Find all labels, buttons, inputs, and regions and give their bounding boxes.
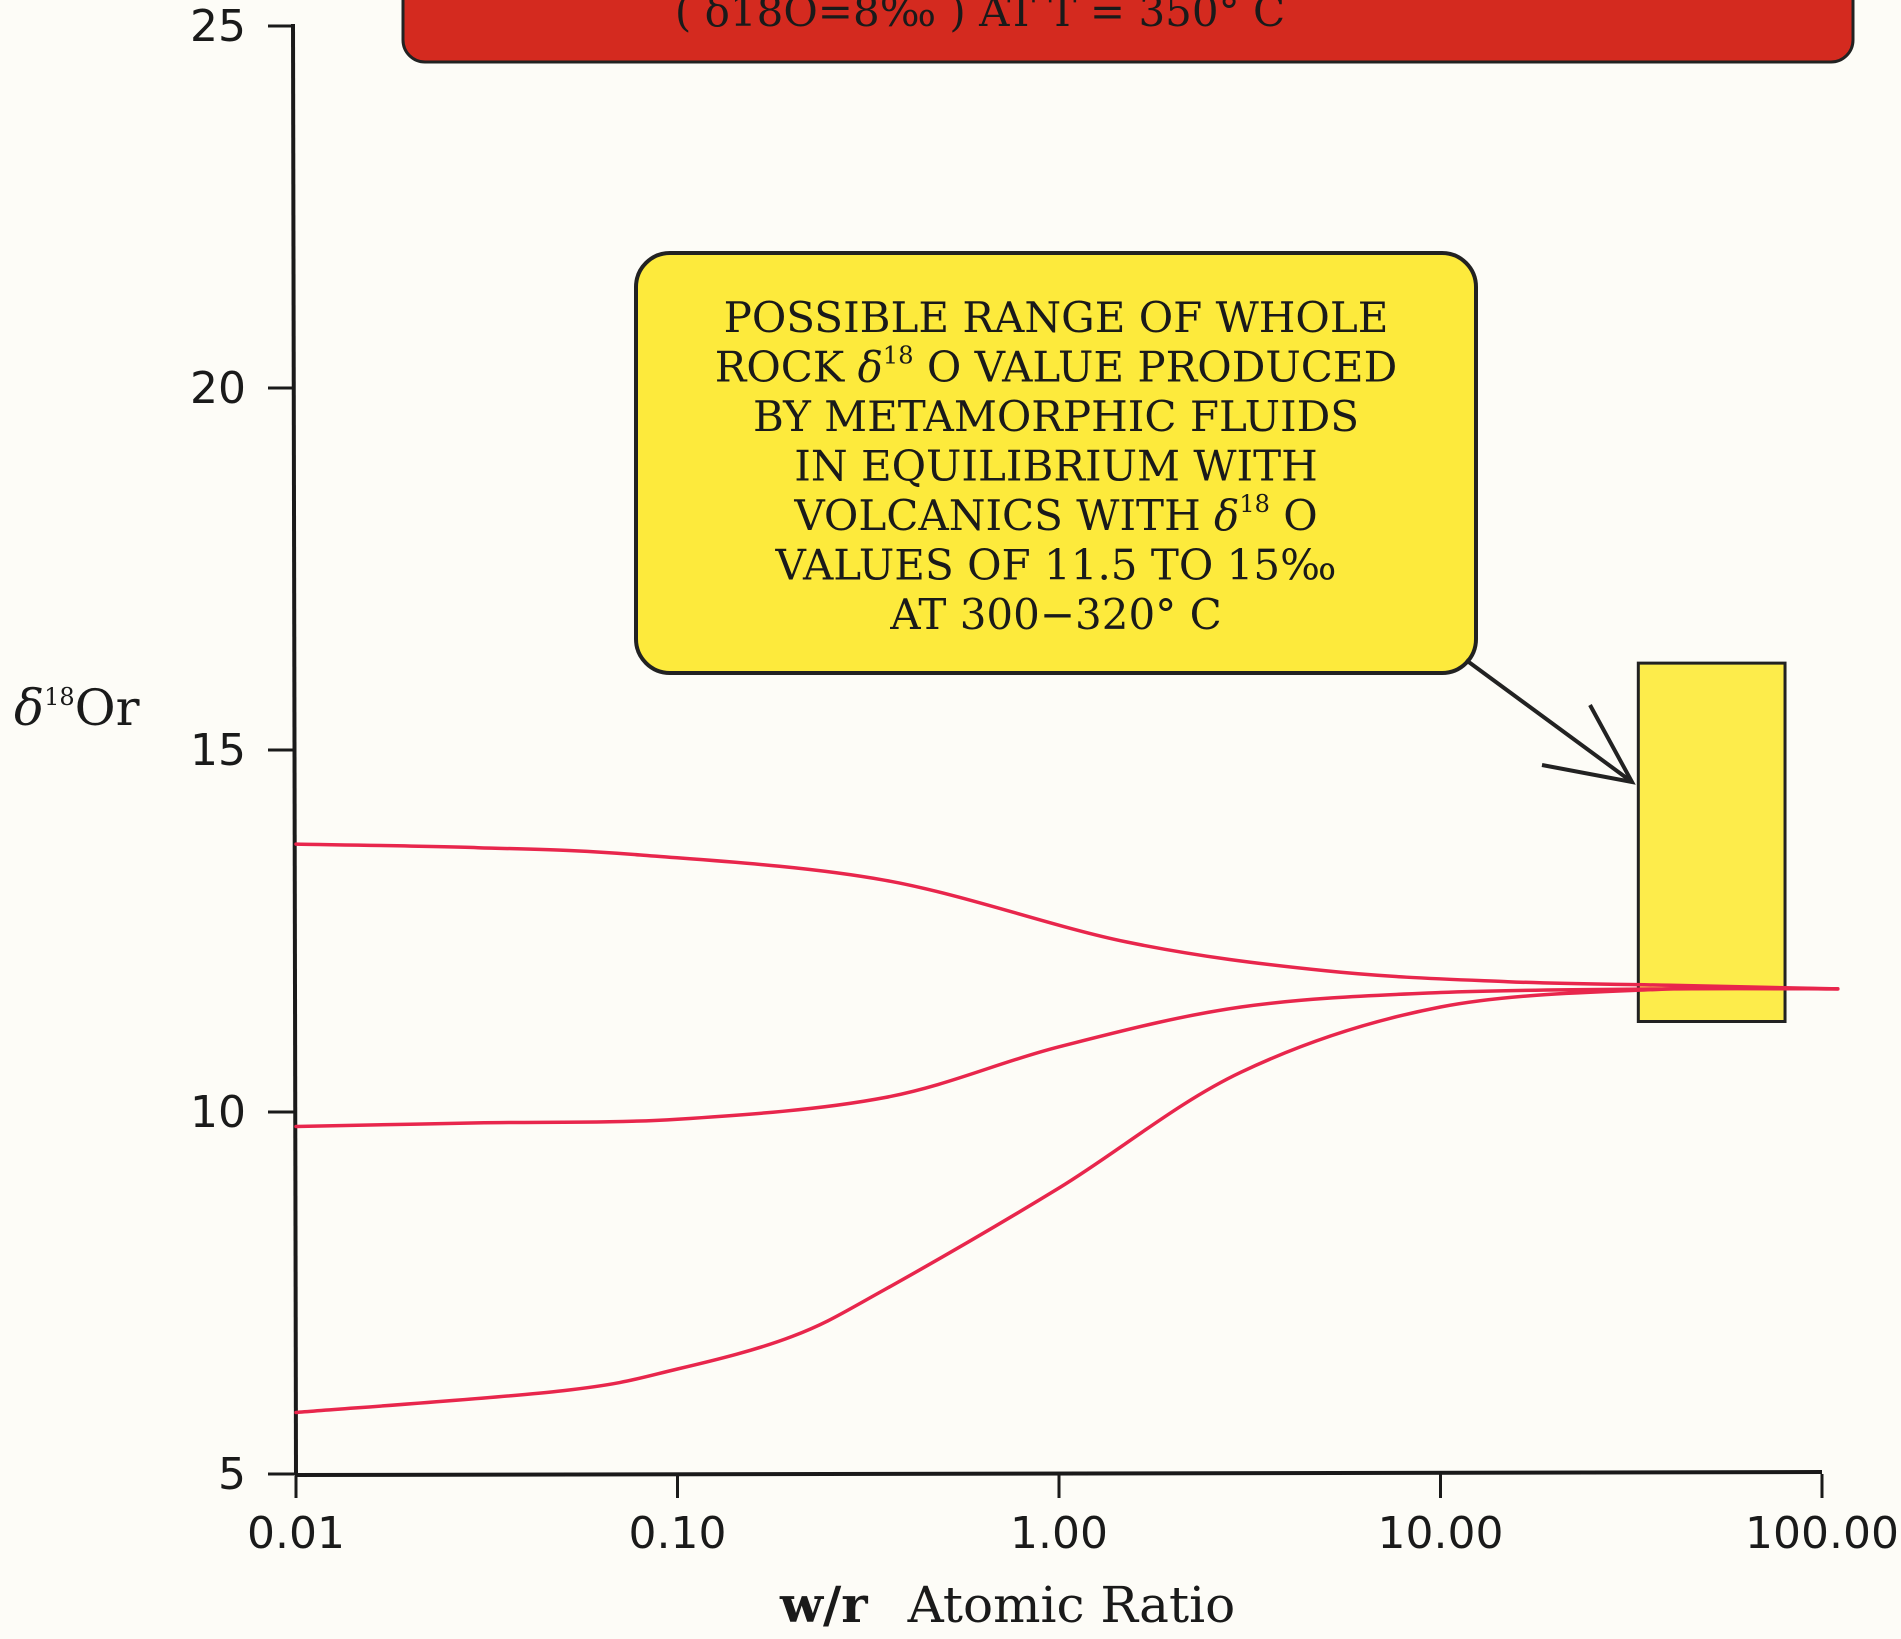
x-label-rest: Atomic Ratio	[907, 1576, 1236, 1634]
annotation-line: VALUES OF 11.5 TO 15‰	[775, 541, 1337, 590]
annotation-arrow	[1464, 658, 1636, 785]
annotation-box	[634, 251, 1478, 675]
banner-box	[401, 0, 1855, 64]
annotation-line: POSSIBLE RANGE OF WHOLE	[724, 293, 1389, 342]
annotation-line: ROCK δ18 O VALUE PRODUCED	[715, 342, 1398, 392]
annotation-text-run: VOLCANICS WITH	[793, 491, 1214, 540]
series-line-1	[294, 842, 1840, 991]
annotation-line: BY METAMORPHIC FLUIDS	[753, 392, 1359, 441]
y-tick-label: 10	[190, 1087, 246, 1138]
x-tick-label: 0.10	[629, 1508, 727, 1559]
y-tick-label: 25	[190, 1, 246, 52]
x-label-bold: w/r	[779, 1575, 868, 1634]
axes	[291, 23, 1823, 1477]
annotation-line: AT 300−320° C	[889, 590, 1221, 639]
y-label-delta: δ	[14, 679, 44, 737]
y-axis-line	[291, 23, 298, 1476]
annotation-superscript: 18	[1239, 490, 1270, 518]
series-group	[294, 842, 1840, 1415]
x-ticks: 0.01 0.10 1.00 10.00 100.00	[247, 1474, 1899, 1559]
annotation-delta: δ	[858, 343, 883, 392]
arrow-head	[1541, 704, 1636, 785]
y-label-superscript: 18	[44, 683, 75, 711]
series-line-2	[294, 986, 1840, 1129]
y-tick-label: 15	[190, 725, 246, 776]
y-label-rest: Or	[75, 679, 140, 737]
banner-text: ( δ18O=8‰ ) AT T = 350° C	[675, 0, 1285, 36]
y-axis-label: δ18Or	[14, 679, 140, 737]
arrow-shaft	[1464, 658, 1634, 784]
highlight-box	[1636, 661, 1787, 1023]
x-tick-label: 10.00	[1378, 1508, 1504, 1559]
x-tick-label: 1.00	[1010, 1508, 1108, 1559]
y-ticks: 5 10 15 20 25	[190, 1, 294, 1500]
annotation-line: IN EQUILIBRIUM WITH	[794, 442, 1317, 491]
annotation-delta: δ	[1214, 491, 1239, 540]
y-tick-label: 5	[218, 1449, 246, 1500]
annotation-text-run: O	[1270, 491, 1318, 540]
annotation-superscript: 18	[883, 342, 914, 370]
annotation-text-run: O VALUE PRODUCED	[913, 343, 1397, 392]
x-tick-label: 100.00	[1745, 1508, 1899, 1559]
annotation-line: VOLCANICS WITH δ18 O	[793, 490, 1317, 540]
banner: ( δ18O=8‰ ) AT T = 350° C	[401, 0, 1855, 64]
x-axis-label: w/r Atomic Ratio	[779, 1575, 1235, 1634]
x-axis-line	[295, 1470, 1823, 1477]
x-tick-label: 0.01	[247, 1508, 345, 1559]
y-tick-label: 20	[190, 363, 246, 414]
annotation-text-run: ROCK	[715, 343, 858, 392]
series-line-3	[294, 985, 1840, 1415]
